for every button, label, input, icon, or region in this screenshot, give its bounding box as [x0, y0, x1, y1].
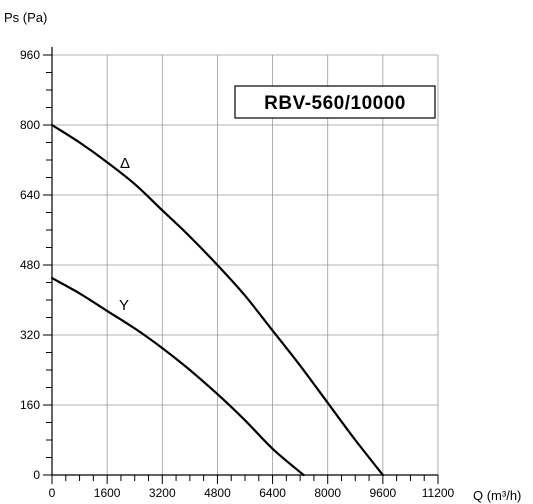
x-tick-label: 8000 [314, 486, 341, 500]
x-tick-label: 6400 [259, 486, 286, 500]
y-tick-label: 480 [20, 258, 40, 272]
x-axis-title: Q (m³/h) [473, 488, 521, 503]
x-tick-label: 0 [49, 486, 56, 500]
grid [52, 54, 439, 475]
x-tick-label: 4800 [204, 486, 231, 500]
x-tick-label: 11200 [422, 486, 455, 500]
y-axis-title: Ps (Pa) [4, 10, 47, 25]
y-tick-label: 320 [20, 328, 40, 342]
x-tick-label: 3200 [149, 486, 176, 500]
series-label-y: Y [119, 297, 129, 314]
x-tick-label: 1600 [94, 486, 121, 500]
series-line-delta [50, 123, 384, 477]
y-tick-label: 800 [20, 118, 40, 132]
model-label-frame [234, 85, 436, 119]
series-line-y [50, 277, 305, 477]
x-tick-label: 9600 [370, 486, 397, 500]
y-tick-label: 640 [20, 188, 40, 202]
model-label-box: RBV-560/10000 [234, 85, 436, 119]
curves [50, 123, 384, 477]
model-label: RBV-560/10000 [264, 93, 406, 114]
y-tick-label: 160 [20, 398, 40, 412]
series-label-delta: Δ [120, 155, 130, 172]
tick-labels: 0 1600 3200 4800 6400 8000 9600 11200 0 160 320 480… [20, 48, 455, 500]
y-tick-label: 0 [33, 468, 40, 482]
y-tick-label: 960 [20, 48, 40, 62]
axes [43, 47, 439, 484]
